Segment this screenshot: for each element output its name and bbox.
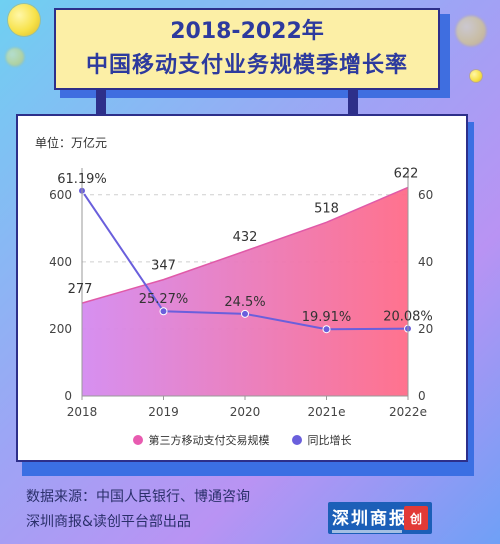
y-right-tick-label: 40 bbox=[418, 255, 433, 269]
growth-data-label: 19.91% bbox=[302, 310, 352, 325]
y-left-tick-label: 600 bbox=[49, 188, 72, 202]
growth-data-label: 24.5% bbox=[224, 295, 265, 310]
chart-title-line2: 中国移动支付业务规模季增长率 bbox=[85, 53, 408, 78]
legend-swatch-area bbox=[132, 435, 143, 445]
footer-producer: 深圳商报&读创平台部出品 bbox=[26, 514, 191, 530]
area-data-label: 518 bbox=[314, 201, 339, 216]
x-tick-label: 2021e bbox=[308, 405, 346, 419]
growth-data-label: 20.08% bbox=[383, 310, 433, 325]
legend-label-area: 第三方移动支付交易规模 bbox=[148, 434, 270, 447]
title-hanger-left bbox=[96, 82, 106, 126]
growth-point bbox=[322, 325, 331, 334]
logo-underline bbox=[332, 530, 402, 533]
legend: 第三方移动支付交易规模 同比增长 bbox=[18, 432, 466, 448]
coin-decoration bbox=[456, 16, 486, 46]
shenzhen-daily-logo: 深圳商报 创 bbox=[328, 502, 432, 534]
logo-mark: 创 bbox=[404, 506, 428, 530]
y-left-tick-label: 0 bbox=[64, 389, 72, 403]
y-right-tick-label: 0 bbox=[418, 389, 426, 403]
area-data-label: 432 bbox=[233, 230, 258, 245]
legend-label-line: 同比增长 bbox=[307, 434, 352, 447]
title-hanger-right bbox=[348, 82, 358, 126]
area-data-label: 277 bbox=[68, 282, 93, 297]
unit-label: 单位：万亿元 bbox=[35, 136, 108, 150]
x-tick-label: 2018 bbox=[67, 405, 98, 419]
area-data-label: 347 bbox=[151, 259, 176, 274]
growth-data-label: 25.27% bbox=[139, 292, 189, 307]
title-box: 2018-2022年 中国移动支付业务规模季增长率 bbox=[54, 8, 440, 90]
growth-data-label: 61.19% bbox=[57, 172, 107, 187]
chart-panel: 单位：万亿元 0 200 400 600 0 20 40 60 2018 2019 2020 2021… bbox=[16, 114, 468, 462]
coin-decoration bbox=[6, 48, 24, 66]
area-series-edge bbox=[81, 186, 409, 304]
x-tick-label: 2019 bbox=[148, 405, 179, 419]
area-series-fill bbox=[82, 187, 408, 396]
x-tick-label: 2020 bbox=[230, 405, 261, 419]
x-tick-label: 2022e bbox=[389, 405, 427, 419]
y-right-tick-label: 20 bbox=[418, 322, 433, 336]
footer-source: 数据来源：中国人民银行、博通咨询 bbox=[26, 489, 250, 505]
coin-decoration bbox=[8, 4, 40, 36]
legend-item-area: 第三方移动支付交易规模 bbox=[132, 432, 270, 448]
legend-item-line: 同比增长 bbox=[291, 432, 352, 448]
y-right-tick-label: 60 bbox=[418, 188, 433, 202]
y-left-tick-label: 200 bbox=[49, 322, 72, 336]
y-left-tick-label: 400 bbox=[49, 255, 72, 269]
growth-point bbox=[241, 309, 249, 318]
legend-swatch-line bbox=[291, 435, 302, 445]
growth-point bbox=[159, 307, 168, 316]
coin-decoration bbox=[470, 70, 482, 82]
chart-title-line1: 2018-2022年 bbox=[170, 19, 324, 44]
logo-text: 深圳商报 bbox=[332, 509, 408, 529]
area-data-label: 622 bbox=[394, 166, 419, 181]
